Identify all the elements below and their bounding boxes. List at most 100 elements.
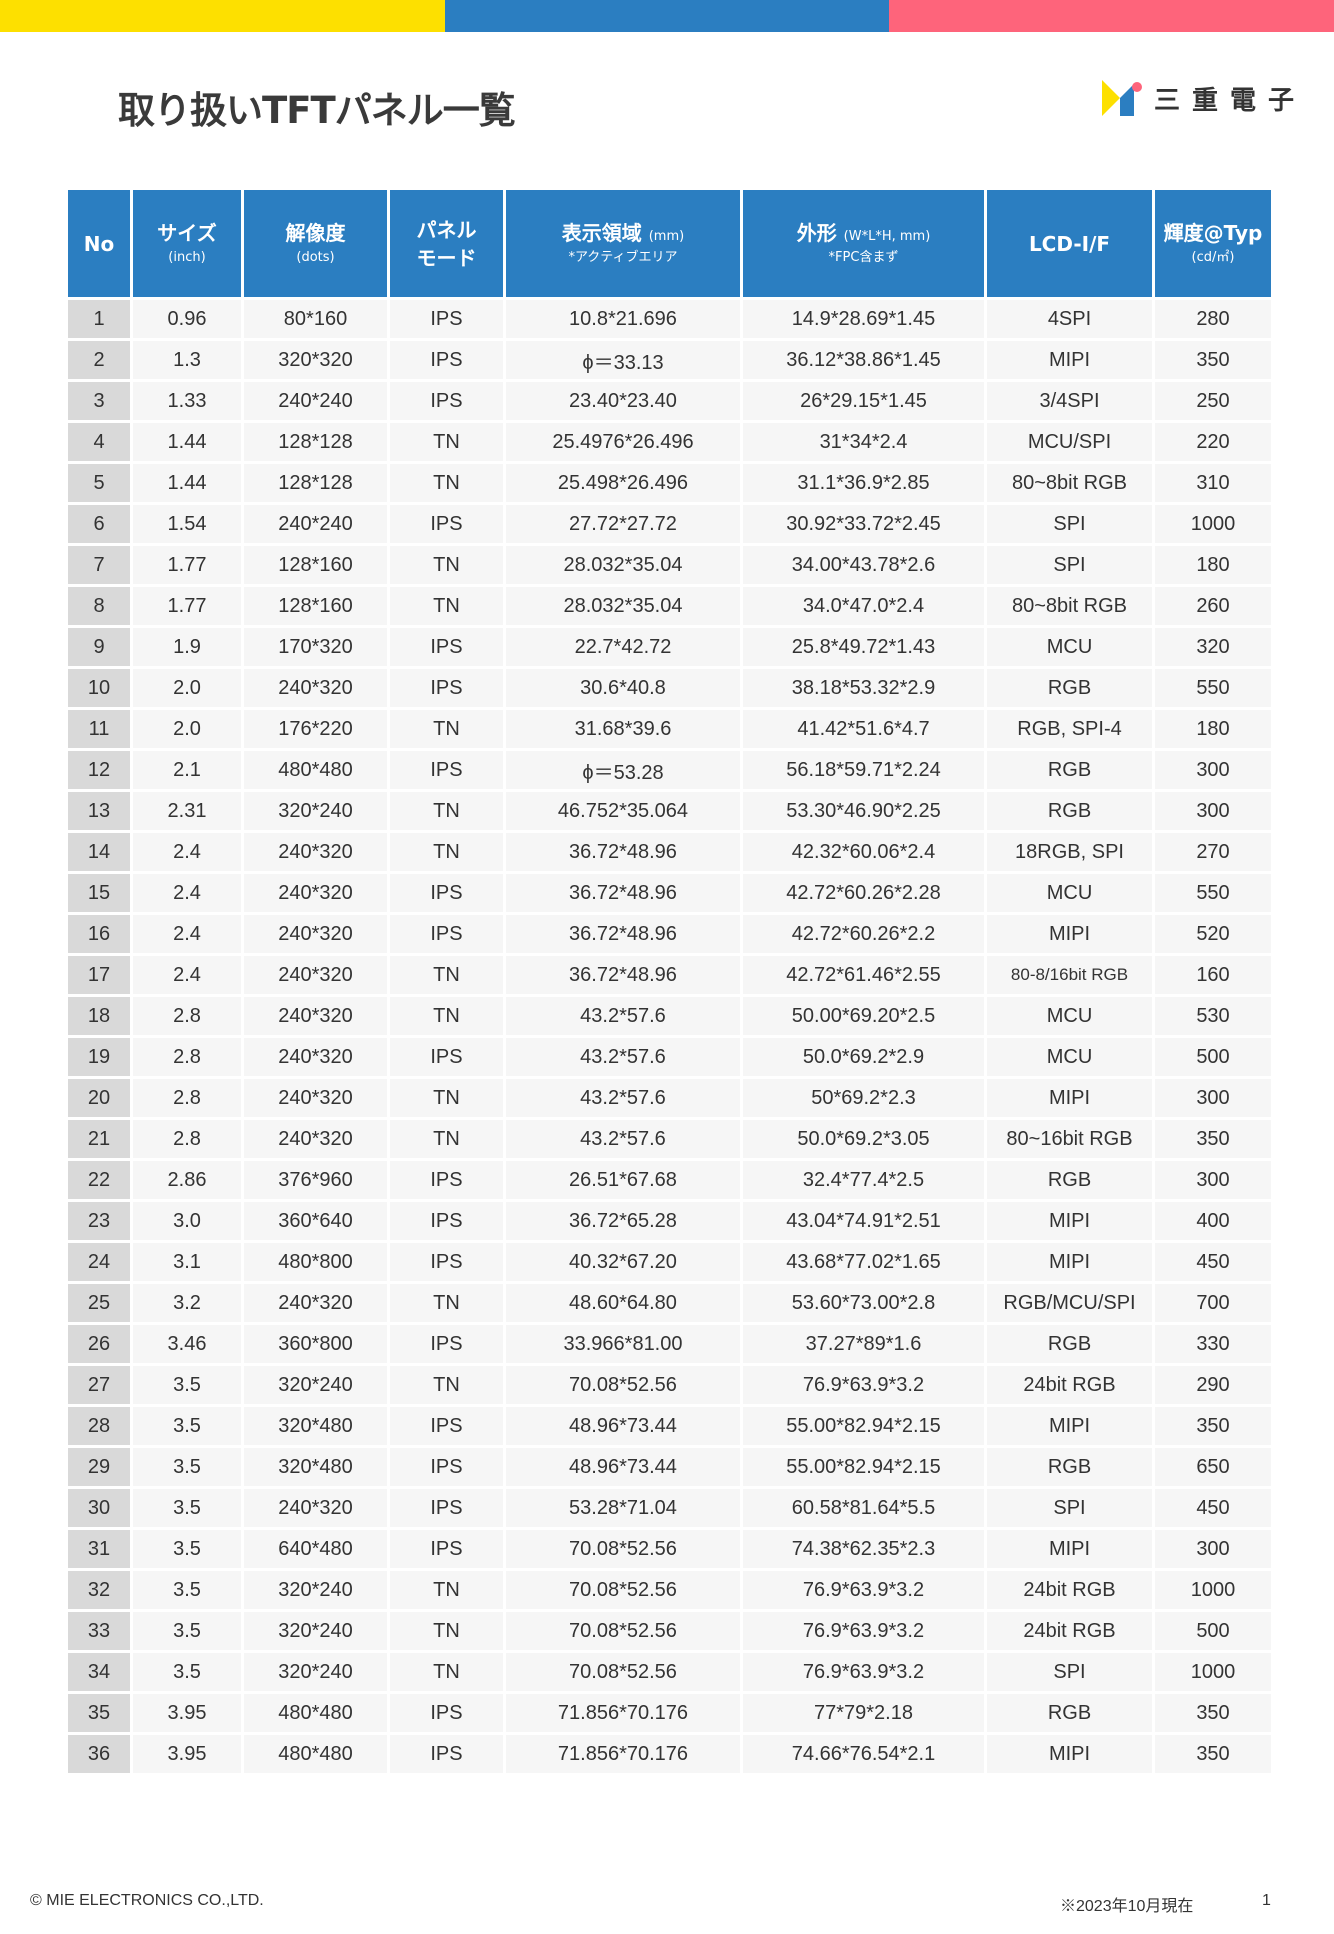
cell-no: 1 bbox=[68, 300, 130, 338]
cell-display-area: 70.08*52.56 bbox=[506, 1612, 740, 1650]
cell-display-area: 36.72*48.96 bbox=[506, 956, 740, 994]
cell-resolution: 480*480 bbox=[244, 1735, 387, 1773]
cell-size: 1.9 bbox=[133, 628, 241, 666]
table-row: 25 3.2 240*320 TN 48.60*64.80 53.60*73.00*2.8… bbox=[68, 1284, 1271, 1322]
cell-resolution: 240*320 bbox=[244, 833, 387, 871]
cell-display-area: 70.08*52.56 bbox=[506, 1530, 740, 1568]
cell-no: 11 bbox=[68, 710, 130, 748]
cell-brightness: 300 bbox=[1155, 1530, 1271, 1568]
logo-text: 三重電子 bbox=[1154, 85, 1307, 116]
cell-outline: 31*34*2.4 bbox=[743, 423, 984, 461]
cell-resolution: 320*480 bbox=[244, 1407, 387, 1445]
cell-display-area: 70.08*52.56 bbox=[506, 1653, 740, 1691]
cell-resolution: 320*240 bbox=[244, 1366, 387, 1404]
cell-display-area: 43.2*57.6 bbox=[506, 1038, 740, 1076]
cell-no: 19 bbox=[68, 1038, 130, 1076]
header-sub: (dots) bbox=[296, 250, 335, 266]
cell-display-area: 48.96*73.44 bbox=[506, 1448, 740, 1486]
cell-display-area: 23.40*23.40 bbox=[506, 382, 740, 420]
cell-size: 2.4 bbox=[133, 956, 241, 994]
cell-outline: 74.66*76.54*2.1 bbox=[743, 1735, 984, 1773]
cell-resolution: 240*320 bbox=[244, 1079, 387, 1117]
cell-lcd-if: 80~8bit RGB bbox=[987, 464, 1152, 502]
header-label: サイズ bbox=[157, 221, 217, 246]
cell-brightness: 550 bbox=[1155, 669, 1271, 707]
cell-resolution: 240*320 bbox=[244, 1038, 387, 1076]
cell-resolution: 376*960 bbox=[244, 1161, 387, 1199]
cell-outline: 76.9*63.9*3.2 bbox=[743, 1612, 984, 1650]
cell-display-area: 30.6*40.8 bbox=[506, 669, 740, 707]
cell-display-area: 36.72*48.96 bbox=[506, 874, 740, 912]
cell-lcd-if: MIPI bbox=[987, 915, 1152, 953]
cell-lcd-if: 3/4SPI bbox=[987, 382, 1152, 420]
cell-panel-mode: IPS bbox=[390, 669, 503, 707]
cell-no: 8 bbox=[68, 587, 130, 625]
cell-resolution: 640*480 bbox=[244, 1530, 387, 1568]
cell-outline: 26*29.15*1.45 bbox=[743, 382, 984, 420]
cell-brightness: 700 bbox=[1155, 1284, 1271, 1322]
cell-panel-mode: IPS bbox=[390, 341, 503, 379]
cell-size: 1.54 bbox=[133, 505, 241, 543]
header-size: サイズ (inch) bbox=[133, 190, 241, 297]
cell-panel-mode: TN bbox=[390, 587, 503, 625]
cell-resolution: 240*240 bbox=[244, 505, 387, 543]
table-row: 35 3.95 480*480 IPS 71.856*70.176 77*79*2.18 R… bbox=[68, 1694, 1271, 1732]
cell-no: 5 bbox=[68, 464, 130, 502]
color-bar-blue bbox=[444, 0, 890, 32]
cell-brightness: 1000 bbox=[1155, 1571, 1271, 1609]
cell-display-area: 70.08*52.56 bbox=[506, 1571, 740, 1609]
table-row: 23 3.0 360*640 IPS 36.72*65.28 43.04*74.91*2.… bbox=[68, 1202, 1271, 1240]
cell-resolution: 320*320 bbox=[244, 341, 387, 379]
color-bar-pink bbox=[889, 0, 1334, 32]
cell-display-area: 36.72*48.96 bbox=[506, 833, 740, 871]
table-row: 21 2.8 240*320 TN 43.2*57.6 50.0*69.2*3.05 80~… bbox=[68, 1120, 1271, 1158]
mie-logo-icon bbox=[1102, 80, 1142, 116]
cell-brightness: 350 bbox=[1155, 1407, 1271, 1445]
cell-display-area: 40.32*67.20 bbox=[506, 1243, 740, 1281]
table-row: 3 1.33 240*240 IPS 23.40*23.40 26*29.15*1.45 3… bbox=[68, 382, 1271, 420]
table-row: 30 3.5 240*320 IPS 53.28*71.04 60.58*81.64*5.… bbox=[68, 1489, 1271, 1527]
cell-panel-mode: IPS bbox=[390, 1407, 503, 1445]
cell-panel-mode: TN bbox=[390, 997, 503, 1035]
table-row: 19 2.8 240*320 IPS 43.2*57.6 50.0*69.2*2.9 MCU… bbox=[68, 1038, 1271, 1076]
cell-lcd-if: MIPI bbox=[987, 341, 1152, 379]
cell-size: 3.2 bbox=[133, 1284, 241, 1322]
cell-brightness: 450 bbox=[1155, 1489, 1271, 1527]
cell-outline: 50*69.2*2.3 bbox=[743, 1079, 984, 1117]
table-row: 6 1.54 240*240 IPS 27.72*27.72 30.92*33.72*2.… bbox=[68, 505, 1271, 543]
header-label: 外形 bbox=[796, 221, 837, 246]
cell-brightness: 350 bbox=[1155, 341, 1271, 379]
header-sub: *アクティブエリア bbox=[568, 250, 678, 266]
cell-panel-mode: IPS bbox=[390, 1694, 503, 1732]
cell-resolution: 360*800 bbox=[244, 1325, 387, 1363]
cell-size: 1.3 bbox=[133, 341, 241, 379]
cell-size: 3.46 bbox=[133, 1325, 241, 1363]
cell-panel-mode: TN bbox=[390, 833, 503, 871]
cell-brightness: 530 bbox=[1155, 997, 1271, 1035]
cell-display-area: 36.72*48.96 bbox=[506, 915, 740, 953]
cell-brightness: 300 bbox=[1155, 1161, 1271, 1199]
header-sub: (cd/㎡) bbox=[1191, 250, 1235, 266]
table-row: 1 0.96 80*160 IPS 10.8*21.696 14.9*28.69*1.45… bbox=[68, 300, 1271, 338]
cell-no: 14 bbox=[68, 833, 130, 871]
cell-panel-mode: TN bbox=[390, 1571, 503, 1609]
cell-outline: 50.0*69.2*3.05 bbox=[743, 1120, 984, 1158]
cell-panel-mode: TN bbox=[390, 1612, 503, 1650]
cell-outline: 56.18*59.71*2.24 bbox=[743, 751, 984, 789]
cell-outline: 77*79*2.18 bbox=[743, 1694, 984, 1732]
cell-size: 2.86 bbox=[133, 1161, 241, 1199]
cell-no: 15 bbox=[68, 874, 130, 912]
table-row: 15 2.4 240*320 IPS 36.72*48.96 42.72*60.26*2.… bbox=[68, 874, 1271, 912]
cell-panel-mode: TN bbox=[390, 423, 503, 461]
cell-panel-mode: IPS bbox=[390, 1448, 503, 1486]
cell-outline: 34.0*47.0*2.4 bbox=[743, 587, 984, 625]
cell-resolution: 480*480 bbox=[244, 751, 387, 789]
cell-no: 24 bbox=[68, 1243, 130, 1281]
company-logo: 三重電子 bbox=[1100, 78, 1306, 118]
cell-lcd-if: 18RGB, SPI bbox=[987, 833, 1152, 871]
cell-brightness: 1000 bbox=[1155, 1653, 1271, 1691]
table-row: 11 2.0 176*220 TN 31.68*39.6 41.42*51.6*4.7 RG… bbox=[68, 710, 1271, 748]
cell-brightness: 300 bbox=[1155, 1079, 1271, 1117]
header-label: パネル bbox=[416, 217, 477, 242]
cell-lcd-if: SPI bbox=[987, 546, 1152, 584]
